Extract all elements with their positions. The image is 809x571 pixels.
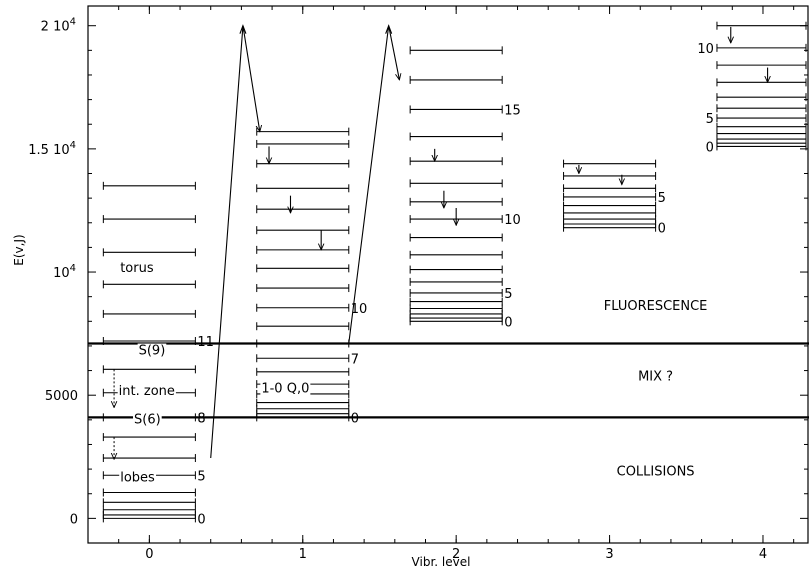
x-axis-label: Vibr. level (412, 555, 471, 569)
annotation-label: 1-0 Q,0 (261, 382, 309, 397)
annotation-label: S(6) (134, 413, 161, 428)
ladder-v2: 0 5 10 15 (409, 46, 521, 330)
annotation-bg (260, 381, 311, 397)
pump-apex-arrowhead (385, 24, 393, 34)
y-tick-label: 5000 (45, 389, 78, 404)
level-j-label: 7 (351, 352, 359, 367)
pump-apex-arrowhead (239, 24, 247, 34)
diagram-text: FLUORESCENCE MIX ? COLLISIONS torus S(9) int.… (117, 261, 708, 486)
zone-label: FLUORESCENCE (604, 299, 708, 314)
plot-border (87, 5, 809, 544)
level-j-label: 5 (504, 287, 512, 302)
level-j-label: 0 (504, 315, 512, 330)
annotation-label: lobes (120, 470, 155, 485)
x-tick-label: 0 (145, 547, 153, 562)
y-tick-exponent: 4 (70, 17, 76, 28)
y-tick-label: 1.5 104 (28, 140, 76, 158)
x-tick-label: 2 (452, 547, 460, 562)
y-tick-label: 104 (53, 263, 76, 281)
level-j-label: 0 (197, 512, 205, 527)
x-tick-label: 4 (759, 547, 767, 562)
level-j-label: 15 (504, 103, 521, 118)
x-tick-label: 3 (605, 547, 613, 562)
ladder-v3: 05 (563, 159, 666, 237)
plot-frame (87, 5, 809, 544)
annotation-label: S(9) (139, 344, 166, 359)
ladder-v0: 05811 (102, 181, 214, 527)
level-j-label: 5 (706, 112, 714, 127)
zone-label: MIX ? (638, 369, 673, 384)
level-j-label: 5 (197, 469, 205, 484)
x-tick-label: 1 (299, 547, 307, 562)
level-j-label: 0 (706, 140, 714, 155)
level-j-label: 10 (351, 302, 368, 317)
y-tick-exponent: 4 (70, 263, 76, 274)
level-j-label: 10 (504, 213, 521, 228)
level-j-label: 10 (697, 42, 714, 57)
pump-path (210, 25, 260, 459)
y-tick-exponent: 4 (70, 140, 76, 151)
annotation-bg (117, 384, 176, 400)
y-axis-label: E(v,J) (12, 234, 26, 265)
level-j-label: 0 (351, 411, 359, 426)
y-tick-label: 0 (70, 512, 78, 527)
ladder-v4: 0 5 10 (697, 21, 807, 155)
annotation-bg (119, 261, 155, 277)
level-j-label: 0 (658, 222, 666, 237)
y-tick-label: 2 104 (41, 17, 76, 35)
zone-label: COLLISIONS (617, 464, 695, 479)
annotation-label: int. zone (119, 384, 175, 399)
annotation-bg (119, 470, 157, 486)
pump-path (348, 25, 400, 344)
level-j-label: 5 (658, 191, 666, 206)
annotation-label: torus (120, 261, 154, 276)
transition-arrows (114, 24, 768, 460)
vibrational-ladders: 058110710051015050510 (88, 21, 809, 527)
annotation-bg (133, 412, 162, 428)
level-j-label: 8 (197, 411, 205, 426)
annotation-bg (137, 343, 167, 359)
